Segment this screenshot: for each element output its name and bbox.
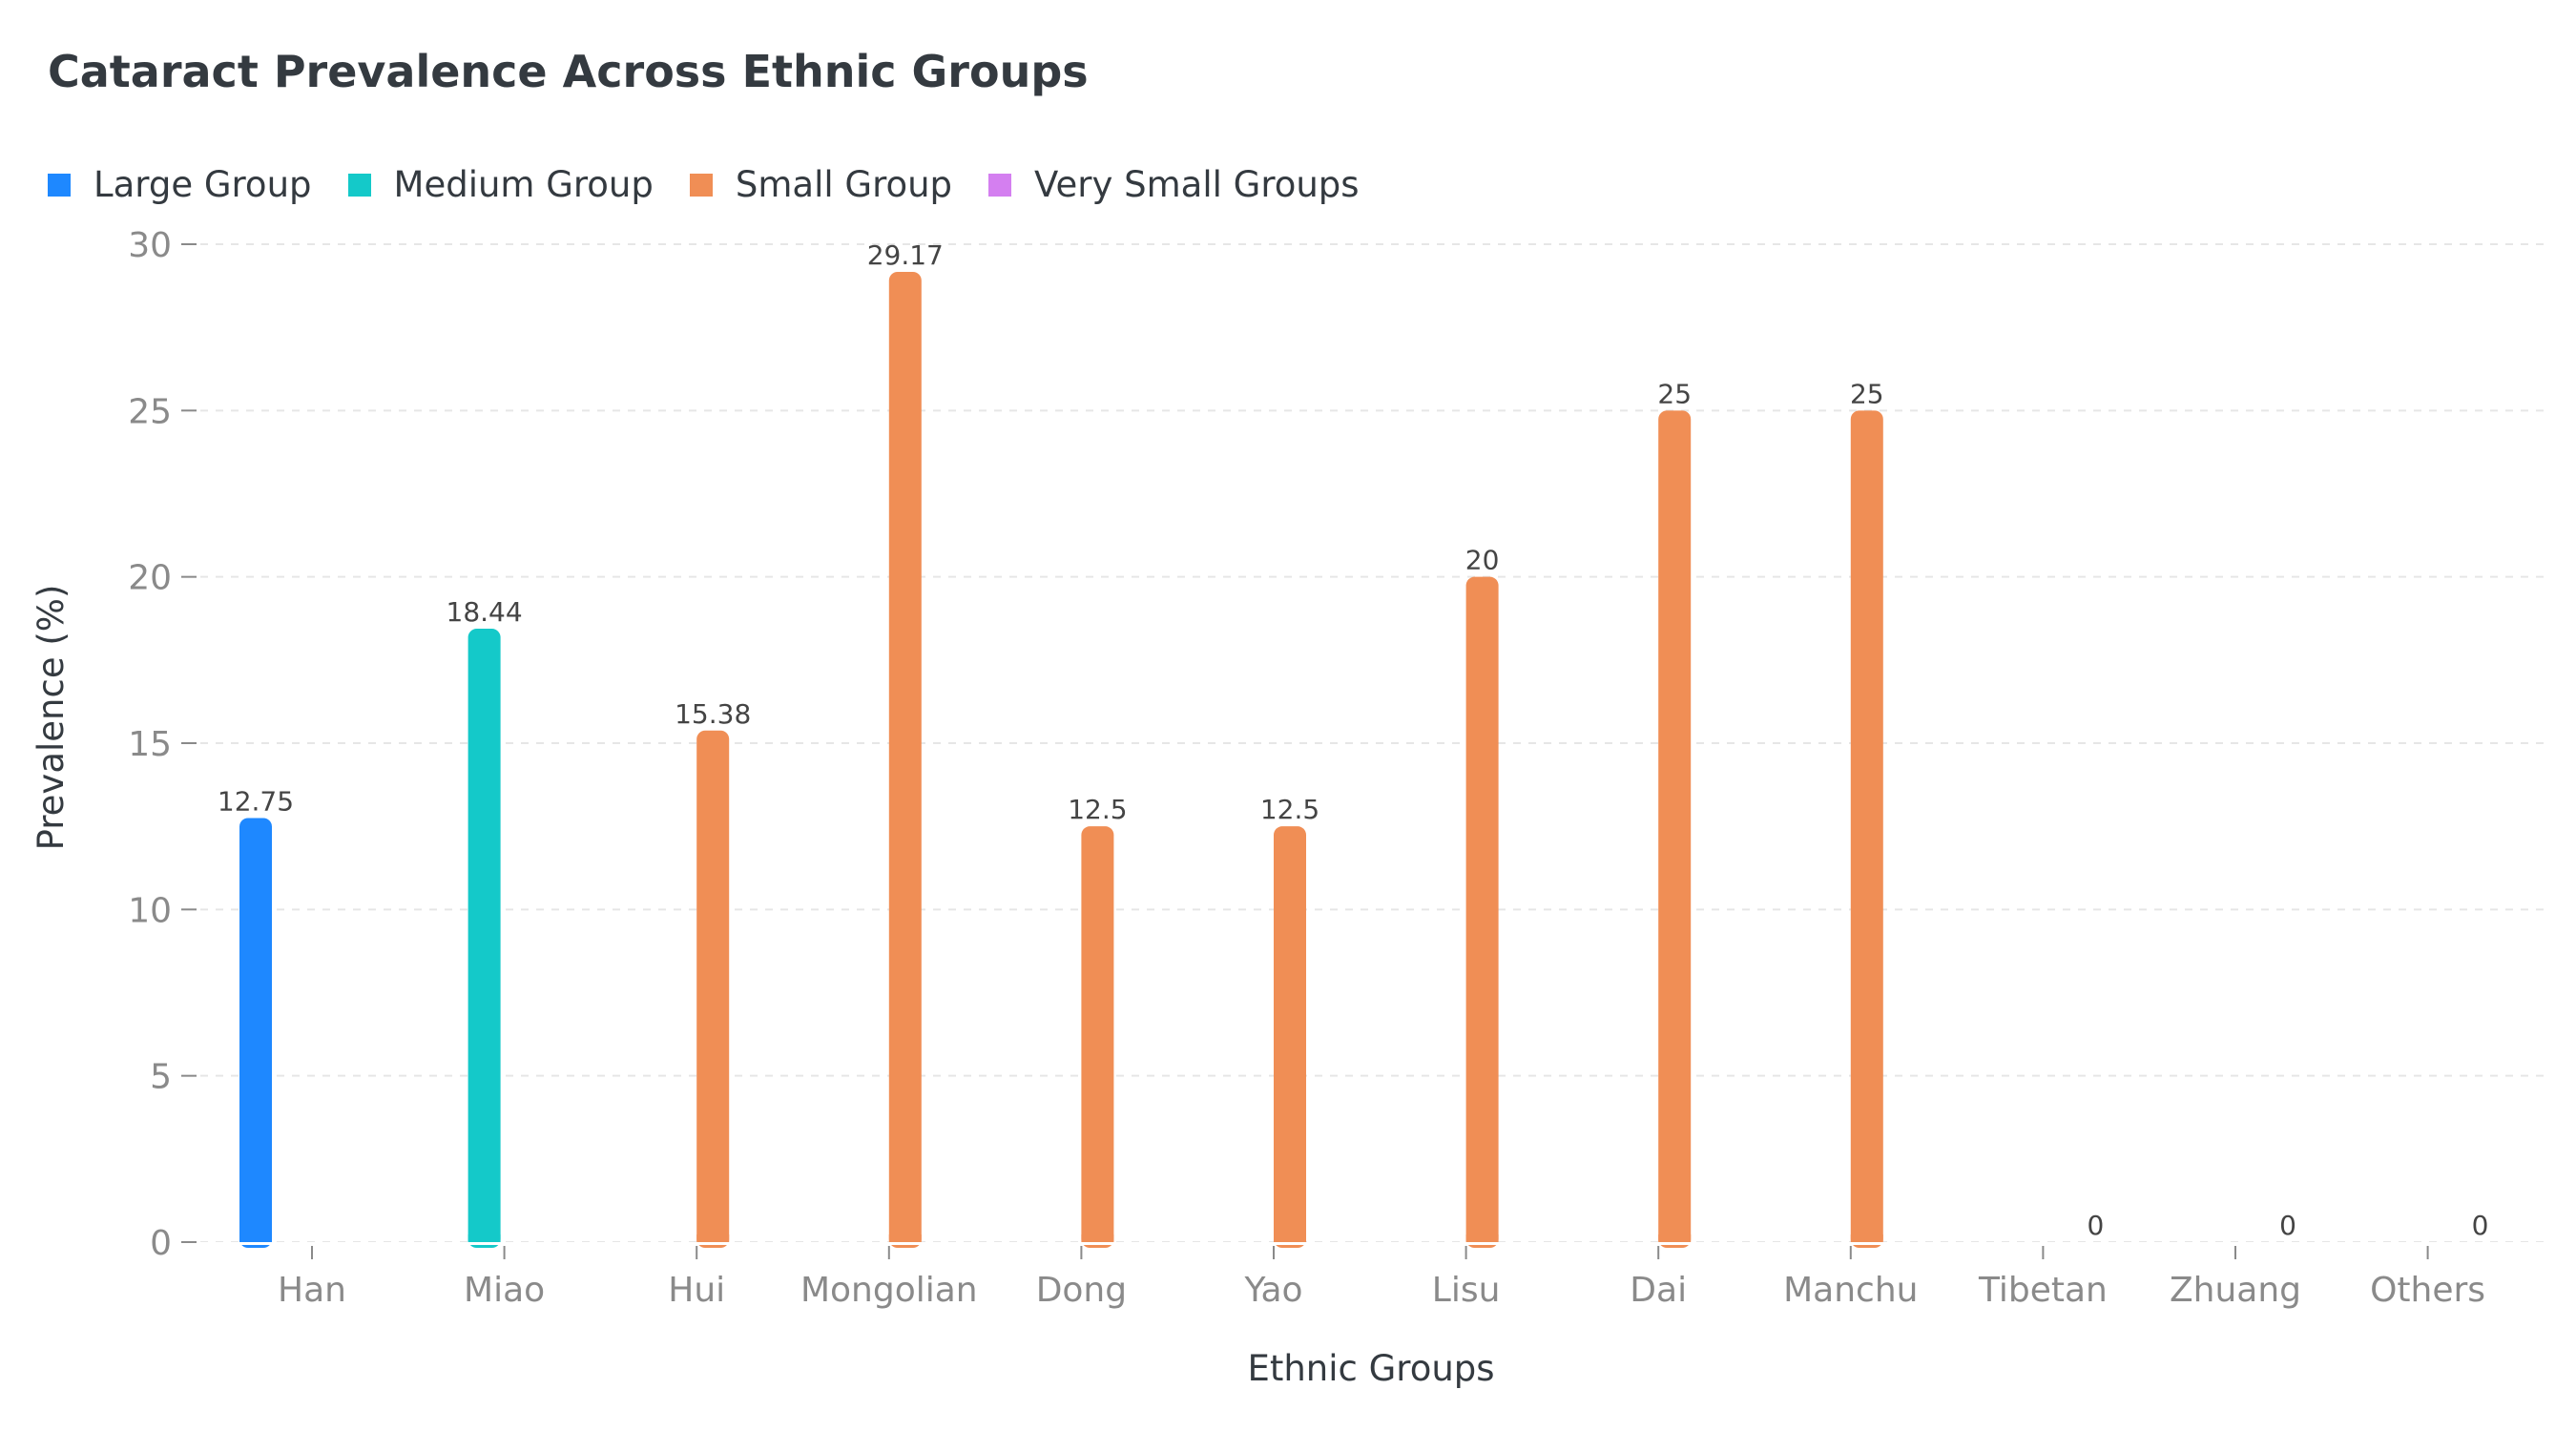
x-tick-label: Han [278, 1271, 346, 1310]
data-label: 12.5 [1260, 794, 1319, 825]
data-label: 15.38 [675, 698, 751, 730]
bar [888, 271, 922, 1248]
data-label: 12.75 [218, 785, 294, 817]
bar-base [1081, 1234, 1114, 1242]
legend-swatch [689, 173, 713, 197]
x-tick-label: Others [2370, 1271, 2485, 1310]
data-label: 0 [2472, 1210, 2489, 1241]
bar-base [1274, 1234, 1306, 1242]
bar [1658, 410, 1692, 1248]
bar-base [239, 1234, 272, 1242]
data-label: 18.44 [447, 596, 523, 628]
legend-item[interactable]: Small Group [689, 164, 953, 205]
x-tick-label: Dong [1036, 1271, 1127, 1310]
legend-item[interactable]: Very Small Groups [988, 164, 1360, 205]
legend-swatch [48, 173, 71, 197]
legend: Large Group Medium Group Small Group Very S… [48, 164, 1360, 205]
bar-base [696, 1234, 730, 1242]
x-tick-label: Dai [1630, 1271, 1687, 1310]
baseline-mask [200, 1242, 2547, 1245]
bar [239, 818, 272, 1248]
bar [467, 629, 501, 1248]
x-tick-label: Manchu [1783, 1271, 1918, 1310]
legend-label: Small Group [735, 164, 953, 205]
y-tick-label: 0 [150, 1224, 172, 1263]
chart-title: Cataract Prevalence Across Ethnic Groups [48, 46, 1089, 97]
data-label: 0 [2279, 1210, 2296, 1241]
x-axis-label: Ethnic Groups [1247, 1348, 1494, 1389]
bar [1081, 826, 1114, 1248]
bar [1850, 410, 1883, 1248]
bar [1465, 576, 1499, 1248]
bar-base [1465, 1234, 1499, 1242]
bar-base [467, 1234, 501, 1242]
data-label: 25 [1850, 378, 1884, 409]
data-label: 12.5 [1068, 794, 1127, 825]
y-tick-label: 20 [128, 559, 172, 598]
x-tick-label: Hui [668, 1271, 725, 1310]
legend-item[interactable]: Large Group [48, 164, 312, 205]
legend-label: Very Small Groups [1034, 164, 1360, 205]
legend-swatch [347, 173, 371, 197]
bar [696, 730, 730, 1248]
y-tick-label: 15 [128, 725, 172, 764]
y-tick-label: 25 [128, 392, 172, 431]
x-tick-label: Zhuang [2170, 1271, 2301, 1310]
bar [1274, 826, 1306, 1248]
legend-swatch [988, 173, 1012, 197]
legend-item[interactable]: Medium Group [347, 164, 654, 205]
x-tick-label: Tibetan [1978, 1271, 2108, 1310]
bar-base [1658, 1234, 1692, 1242]
data-label: 29.17 [867, 239, 944, 271]
bar-base [888, 1234, 922, 1242]
legend-label: Medium Group [393, 164, 654, 205]
legend-label: Large Group [93, 164, 312, 205]
y-tick-label: 30 [128, 226, 172, 265]
y-tick-label: 10 [128, 891, 172, 930]
data-label: 25 [1657, 378, 1692, 409]
bar-base [1850, 1234, 1883, 1242]
x-tick-label: Miao [464, 1271, 545, 1310]
data-label: 0 [2087, 1210, 2104, 1241]
data-label: 20 [1465, 545, 1500, 576]
y-axis-label: Prevalence (%) [31, 585, 72, 851]
y-tick-label: 5 [150, 1058, 172, 1097]
x-tick-label: Lisu [1432, 1271, 1501, 1310]
x-tick-label: Yao [1243, 1271, 1302, 1310]
x-tick-label: Mongolian [800, 1271, 978, 1310]
